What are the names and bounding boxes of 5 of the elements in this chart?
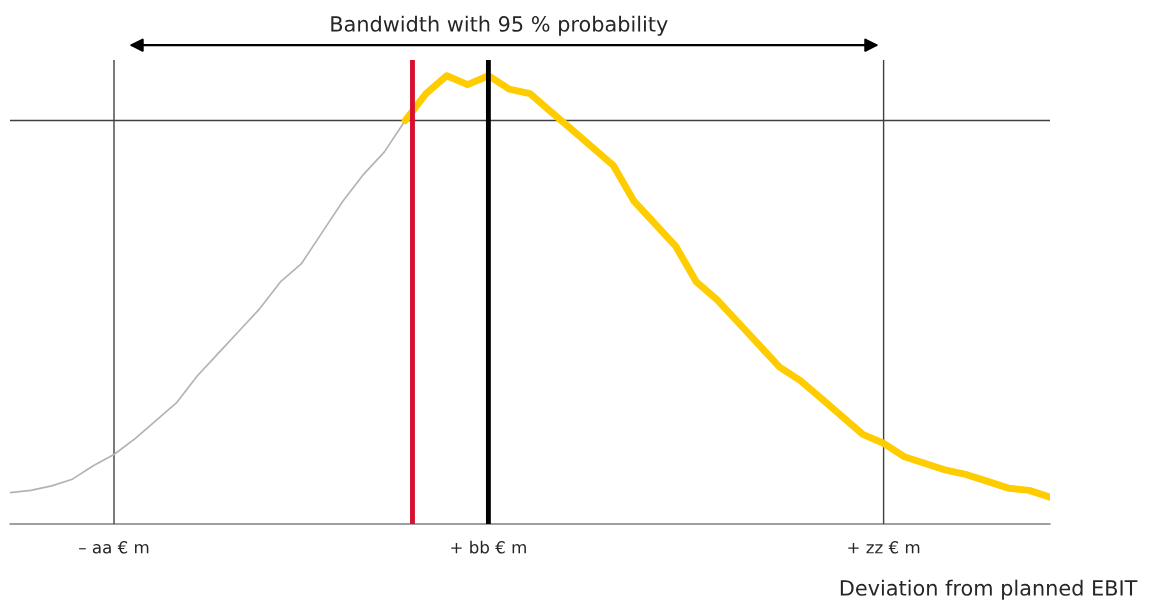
x-tick-label: + bb € m	[451, 540, 526, 554]
x-tick-label: + zz € m	[848, 540, 920, 554]
x-axis-title: Deviation from planned EBIT	[840, 579, 1138, 600]
x-tick-label: – aa € m	[79, 540, 149, 554]
text: Bandwidth with 95 % probability	[331, 15, 668, 36]
